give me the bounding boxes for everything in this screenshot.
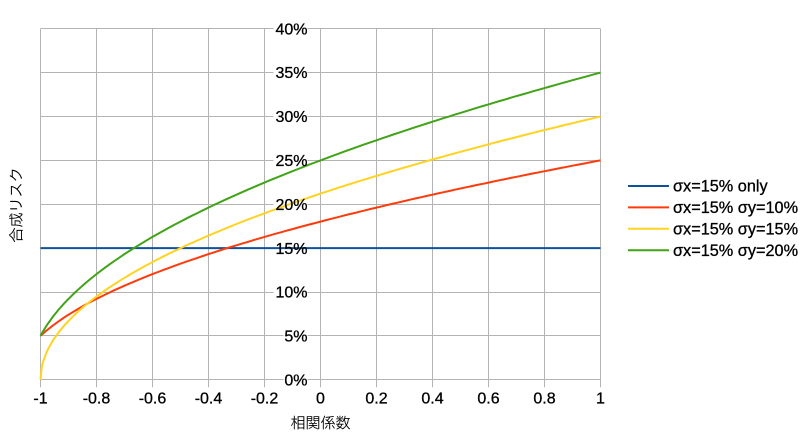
svg-text:25%: 25%	[275, 153, 307, 170]
svg-text:-0.2: -0.2	[251, 391, 279, 408]
svg-text:σx=15% σy=15%: σx=15% σy=15%	[673, 221, 798, 239]
svg-text:0.2: 0.2	[365, 391, 387, 408]
svg-text:σx=15% σy=10%: σx=15% σy=10%	[673, 199, 798, 217]
svg-text:0.8: 0.8	[533, 391, 555, 408]
svg-text:-0.4: -0.4	[195, 391, 223, 408]
svg-text:5%: 5%	[284, 329, 307, 346]
svg-text:40%: 40%	[275, 21, 307, 38]
svg-text:0.4: 0.4	[421, 391, 443, 408]
svg-text:10%: 10%	[275, 285, 307, 302]
svg-text:0.6: 0.6	[477, 391, 499, 408]
svg-text:-0.8: -0.8	[83, 391, 111, 408]
svg-text:-1: -1	[33, 391, 47, 408]
svg-text:0%: 0%	[284, 372, 307, 389]
svg-text:σx=15% only: σx=15% only	[673, 178, 769, 196]
svg-text:35%: 35%	[275, 65, 307, 82]
svg-text:1: 1	[596, 391, 605, 408]
svg-text:0: 0	[316, 391, 325, 408]
svg-text:30%: 30%	[275, 109, 307, 126]
svg-text:20%: 20%	[275, 197, 307, 214]
svg-text:15%: 15%	[275, 241, 307, 258]
svg-text:σx=15% σy=20%: σx=15% σy=20%	[673, 242, 798, 260]
svg-text:-0.6: -0.6	[139, 391, 167, 408]
